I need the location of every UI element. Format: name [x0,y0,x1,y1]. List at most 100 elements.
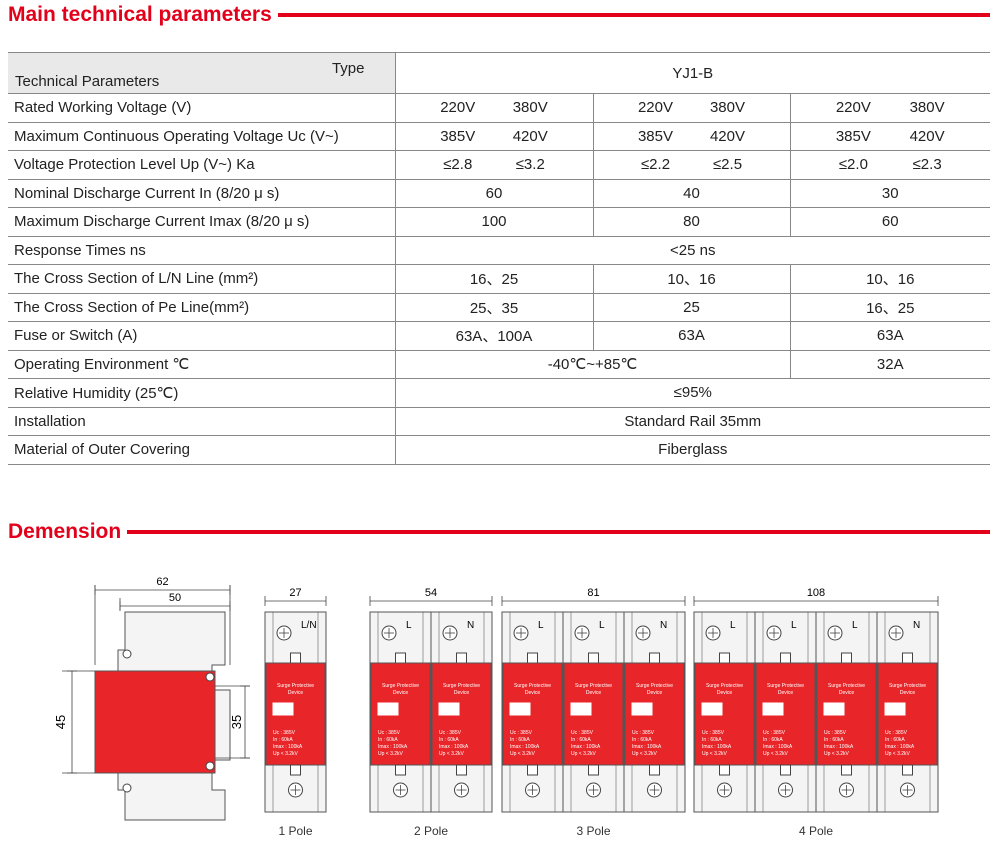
module-text: In : 60kA [702,737,722,743]
value-cell: 32A [789,349,991,379]
tab [395,764,406,776]
module-text: In : 60kA [571,737,591,743]
value: ≤2.8 [443,156,473,174]
screw [122,649,132,659]
tab [290,764,301,776]
value-cell: Fiberglass [394,435,991,465]
module-text: Up < 3.2kV [273,751,299,757]
value: 385V [835,127,871,145]
module-text: Uc : 385V [510,730,533,736]
module-text: Surge Protective [767,683,804,689]
module-text: Uc : 385V [439,730,462,736]
module-text: Uc : 385V [273,730,296,736]
section-header: Main technical parameters [8,3,990,27]
value: 380V [909,99,945,117]
row-label: Response Times ns [8,235,395,265]
module-text: Surge Protective [889,683,926,689]
indicator-window [701,702,723,716]
value-cell: 63A、100A [394,321,593,351]
dimension-label: 50 [169,592,181,604]
module-text: Imax : 100kA [273,744,303,750]
tab [719,764,730,776]
terminal-label: N [913,620,920,631]
corner-row-label: Technical Parameters [15,73,160,90]
tab [841,764,852,776]
module-text: Device [778,690,794,696]
value-pair: 385V 420V [600,128,784,145]
module-text: In : 60kA [273,737,293,743]
value-cell: 385V 420V [789,121,991,151]
corner-col-label: Type [331,60,365,77]
module-text: Surge Protective [277,683,314,689]
tab [719,652,730,664]
module-text: Imax : 100kA [702,744,732,750]
value-cell: Standard Rail 35mm [394,406,991,436]
dimension-label: 35 [229,715,244,729]
row-label: The Cross Section of Pe Line(mm²) [8,292,395,322]
module-text: Up < 3.2kV [439,751,465,757]
value-cell: ≤2.8 ≤3.2 [394,150,593,180]
table-row: Operating Environment ℃ -40℃~+85℃ 32A [8,349,991,379]
section-header: Demension [8,520,990,544]
terminal-label: L [406,620,412,631]
pole-label: 2 Pole [414,824,448,838]
tab [902,652,913,664]
screw [205,672,215,682]
table-row: Response Times ns <25 ns [8,235,991,265]
tab [649,764,660,776]
value-cell: 220V 380V [592,93,790,123]
module-text: In : 60kA [632,737,652,743]
model-cell: YJ1-B [394,52,991,94]
indicator-window [272,702,294,716]
value: ≤2.3 [912,156,942,174]
section-title: Main technical parameters [8,3,272,26]
tab [841,652,852,664]
value: 220V [835,99,871,117]
value-cell: ≤2.2 ≤2.5 [592,150,790,180]
module-text: Imax : 100kA [510,744,540,750]
value: 385V [637,127,674,145]
value-pair: ≤2.8 ≤3.2 [402,156,587,173]
table-row: Material of Outer Covering Fiberglass [8,435,991,465]
indicator-window [884,702,906,716]
value-cell: 10、16 [789,264,991,294]
indicator-window [377,702,399,716]
row-label: Nominal Discharge Current In (8/20 μ s) [8,178,395,208]
terminal-label: L [852,620,858,631]
dimension-label: 81 [587,587,599,599]
value: 220V [637,99,674,117]
module-text: Device [393,690,409,696]
module-text: Up < 3.2kV [763,751,789,757]
module-text: Surge Protective [382,683,419,689]
module-text: Imax : 100kA [378,744,408,750]
module-text: In : 60kA [824,737,844,743]
tab [456,652,467,664]
value-cell: 220V 380V [394,93,593,123]
row-label: Relative Humidity (25℃) [8,378,395,408]
tab [290,652,301,664]
module-text: Imax : 100kA [632,744,662,750]
row-label: Maximum Discharge Current Imax (8/20 μ s… [8,207,395,237]
module-text: Uc : 385V [824,730,847,736]
value: 385V [440,127,476,145]
row-label: Installation [8,406,395,436]
value-cell: 10、16 [592,264,790,294]
pole-label: 4 Pole [799,824,833,838]
module-text: Imax : 100kA [885,744,915,750]
dimension-label: 108 [807,587,825,599]
module-text: Surge Protective [636,683,673,689]
value: 420V [709,127,746,145]
corner-cell: Technical Parameters Type [8,52,395,94]
table-row: The Cross Section of L/N Line (mm²) 16、25… [8,264,991,294]
dimension-label: 45 [53,715,68,729]
value-pair: 385V 420V [402,128,587,145]
module-text: Imax : 100kA [571,744,601,750]
module-text: Device [454,690,470,696]
value: 220V [440,99,476,117]
dimension-label: 54 [425,587,437,599]
row-label: Fuse or Switch (A) [8,321,395,351]
row-label: The Cross Section of L/N Line (mm²) [8,264,395,294]
value: ≤2.5 [712,156,743,174]
